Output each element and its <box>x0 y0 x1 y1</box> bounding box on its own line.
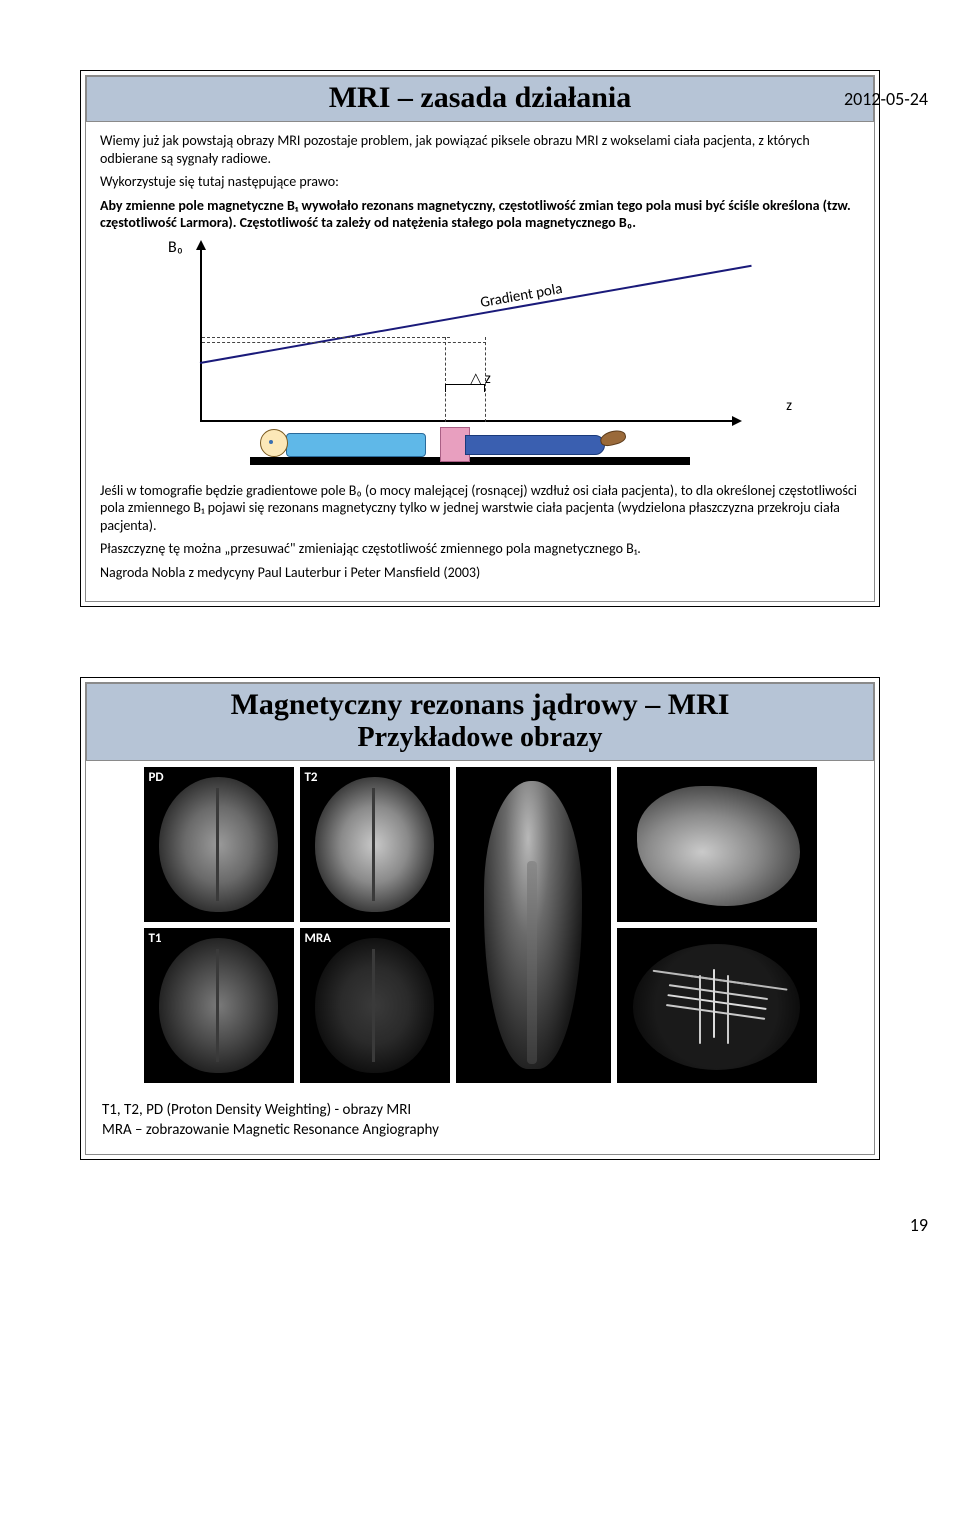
mri-img-t1: T1 <box>144 928 294 1083</box>
mri-img-t2: T2 <box>300 767 450 922</box>
angio-shape <box>633 944 799 1069</box>
ankle-shape <box>637 786 799 905</box>
slide-1-body: Wiemy już jak powstają obrazy MRI pozost… <box>86 122 874 601</box>
mri-img-ankle <box>617 767 817 922</box>
brain-t2-shape <box>315 777 433 912</box>
dash-h2 <box>202 342 486 343</box>
x-axis <box>200 420 740 422</box>
caption-line-2: MRA – zobrazowanie Magnetic Resonance An… <box>102 1121 858 1141</box>
patient-bed <box>250 457 690 465</box>
slide-2: Magnetyczny rezonans jądrowy – MRI Przyk… <box>80 677 880 1160</box>
patient-head <box>260 429 288 457</box>
brain-mra-shape <box>315 938 433 1073</box>
label-mra: MRA <box>305 931 332 946</box>
cervical-shape <box>484 781 582 1070</box>
mri-img-angio <box>617 928 817 1083</box>
patient-legs <box>465 435 605 455</box>
label-t1: T1 <box>149 931 162 946</box>
slide-2-inner: Magnetyczny rezonans jądrowy – MRI Przyk… <box>85 682 875 1155</box>
mri-img-mra: MRA <box>300 928 450 1083</box>
slide-2-caption: T1, T2, PD (Proton Density Weighting) - … <box>86 1093 874 1154</box>
y-axis <box>200 242 202 422</box>
page-number: 19 <box>0 1190 960 1256</box>
slide-1-bottom-p2: Płaszczyznę tę można „przesuwać" zmienia… <box>100 540 860 558</box>
dash-h1 <box>202 337 450 338</box>
brain-pd-shape <box>159 777 277 912</box>
slide-1-bottom-p3: Nagroda Nobla z medycyny Paul Lauterbur … <box>100 564 860 582</box>
slide-2-title-line1: Magnetyczny rezonans jądrowy – MRI <box>231 688 730 721</box>
x-axis-label: z <box>786 397 792 416</box>
slide-1-law-intro: Wykorzystuje się tutaj następujące prawo… <box>100 173 860 191</box>
patient-torso <box>286 433 426 457</box>
brain-t1-shape <box>159 938 277 1073</box>
slide-1-intro: Wiemy już jak powstają obrazy MRI pozost… <box>100 132 860 167</box>
gradient-label: Gradient pola <box>479 279 564 312</box>
mri-img-cervical <box>456 767 611 1083</box>
patient-figure <box>250 427 690 469</box>
slide-2-title-line2: Przykładowe obrazy <box>97 722 863 754</box>
gradient-line <box>200 264 752 363</box>
mri-img-pd: PD <box>144 767 294 922</box>
label-pd: PD <box>149 770 164 785</box>
slide-1-title: MRI – zasada działania <box>329 81 632 114</box>
caption-line-1: T1, T2, PD (Proton Density Weighting) - … <box>102 1101 858 1121</box>
dash-v1 <box>445 337 446 422</box>
patient-foot <box>599 427 628 447</box>
slide-1-title-bar: MRI – zasada działania <box>86 76 874 122</box>
slide-1-bottom-p1: Jeśli w tomografie będzie gradientowe po… <box>100 482 860 535</box>
y-axis-label: B₀ <box>168 238 183 258</box>
slide-1-inner: MRI – zasada działania Wiemy już jak pow… <box>85 75 875 602</box>
gradient-diagram: B₀ z Gradient pola △ z <box>150 242 790 472</box>
delta-z-label: △ z <box>470 370 491 389</box>
slide-1-law-line: Aby zmienne pole magnetyczne B₁ wywołało… <box>100 197 860 232</box>
page-date: 2012-05-24 <box>844 88 928 110</box>
slide-1: MRI – zasada działania Wiemy już jak pow… <box>80 70 880 607</box>
label-t2: T2 <box>305 770 318 785</box>
mri-image-grid: PD T2 T1 MRA <box>86 761 874 1093</box>
slide-2-title-bar: Magnetyczny rezonans jądrowy – MRI Przyk… <box>86 683 874 761</box>
